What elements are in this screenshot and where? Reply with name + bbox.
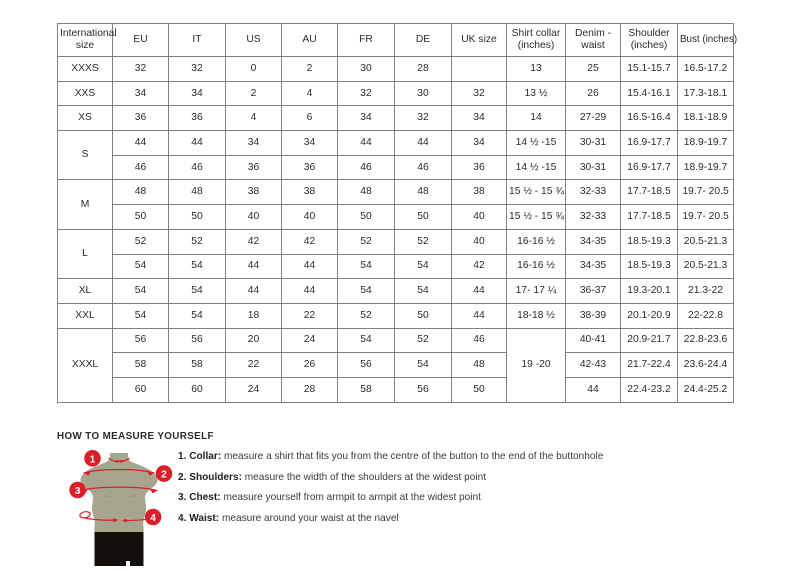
svg-text:1: 1 [90,454,96,465]
svg-text:4: 4 [150,513,156,524]
svg-text:3: 3 [75,486,81,497]
svg-text:2: 2 [161,470,167,481]
